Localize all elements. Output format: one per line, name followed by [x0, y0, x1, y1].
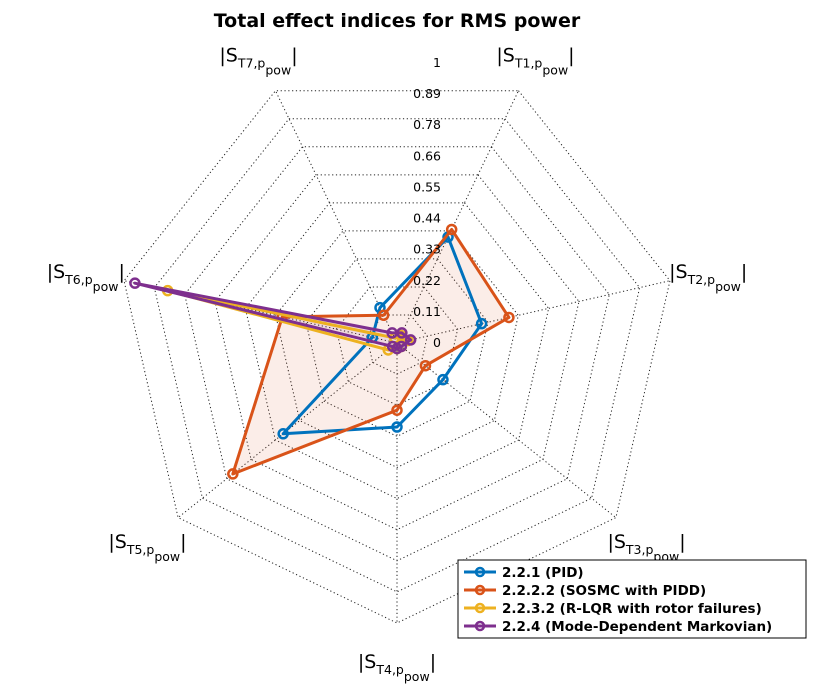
legend-marker — [474, 584, 486, 596]
series-line — [231, 227, 511, 476]
data-point — [386, 327, 398, 339]
data-point — [503, 311, 515, 324]
data-point — [386, 340, 399, 353]
tick-label: 0.66 — [413, 148, 441, 163]
data-point — [227, 468, 239, 480]
axis-labels: |ST1,ppow| |ST2,ppow| |ST3,ppow| |ST4,ppow|… — [47, 44, 748, 684]
data-point — [475, 317, 488, 330]
tick-label: 0.78 — [413, 117, 441, 132]
legend-marker — [474, 620, 486, 632]
data-point — [437, 373, 449, 386]
data-point — [391, 421, 403, 433]
axis-label: |ST3,ppow| — [607, 531, 685, 564]
tick-label: 0.33 — [413, 242, 441, 257]
radar-grid — [123, 90, 671, 624]
axis-label: |ST2,ppow| — [669, 261, 747, 294]
legend-entry: 2.2.3.2 (R-LQR with rotor failures) — [502, 601, 762, 617]
series-line — [133, 281, 413, 351]
grid-spoke — [275, 90, 398, 344]
legend-marker — [474, 566, 486, 578]
series-lines — [129, 223, 515, 480]
grid-spoke — [177, 342, 398, 518]
tick-label: 0 — [433, 335, 441, 350]
data-point — [404, 334, 417, 346]
tick-label: 0.11 — [413, 304, 441, 319]
data-point — [377, 309, 390, 322]
axis-label: |ST6,ppow| — [47, 261, 125, 294]
grid-ring — [275, 230, 519, 468]
grid-ring — [153, 118, 641, 593]
tick-label: 0.44 — [413, 211, 441, 226]
tick-label: 0.89 — [413, 86, 441, 101]
axis-label: |ST5,ppow| — [108, 531, 186, 564]
legend-entry: 2.2.2.2 (SOSMC with PIDD) — [502, 583, 706, 599]
data-point — [129, 277, 141, 289]
axis-label: |ST1,ppow| — [496, 44, 574, 77]
tick-label: 1 — [433, 55, 441, 70]
series-fill — [232, 229, 509, 474]
grid-ring — [244, 202, 550, 500]
data-point — [277, 428, 289, 440]
tick-label: 0.22 — [413, 273, 441, 288]
data-point — [391, 404, 403, 416]
grid-spoke — [396, 342, 617, 518]
chart-title: Total effect indices for RMS power — [214, 10, 581, 32]
grid-spoke — [396, 280, 671, 344]
legend-box — [457, 559, 807, 639]
legend-marker — [474, 602, 486, 614]
grid-ring — [184, 146, 610, 562]
legend: 2.2.1 (PID) 2.2.2.2 (SOSMC with PIDD) 2.2.… — [457, 559, 807, 639]
data-point — [419, 359, 432, 372]
grid-ring — [366, 314, 428, 375]
data-point — [445, 223, 458, 236]
axis-label: |ST4,ppow| — [358, 651, 436, 684]
tick-label: 0.55 — [413, 179, 441, 194]
legend-entry: 2.2.4 (Mode-Dependent Markovian) — [502, 619, 772, 635]
grid-ring — [214, 174, 580, 531]
grid-spoke — [396, 90, 519, 344]
grid-spoke — [123, 280, 398, 344]
legend-entry: 2.2.1 (PID) — [502, 565, 584, 581]
axis-label: |ST7,ppow| — [219, 44, 297, 77]
radial-tick-labels: 0 0.11 0.22 0.33 0.44 0.55 0.66 0.78 0.89 1 — [413, 55, 441, 350]
